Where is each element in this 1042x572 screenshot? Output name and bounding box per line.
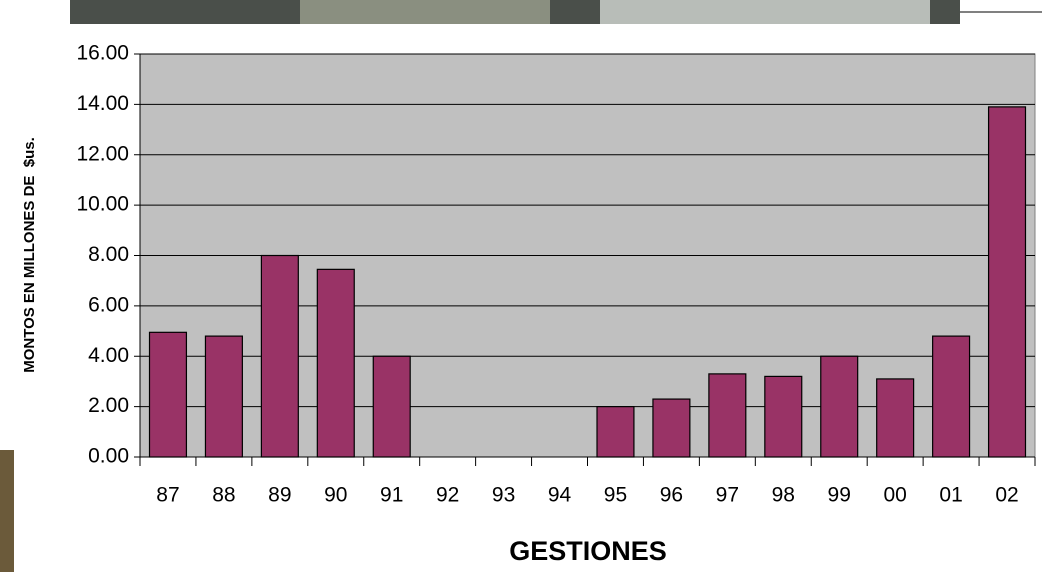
- x-tick-label: 91: [380, 484, 403, 507]
- x-tick-label: 92: [436, 484, 459, 507]
- x-tick-label: 95: [604, 484, 627, 507]
- bar: [987, 106, 1027, 458]
- bar: [932, 335, 971, 458]
- bar: [260, 254, 299, 458]
- x-tick-label: 02: [995, 484, 1018, 507]
- bar: [764, 375, 803, 458]
- x-tick-label: 99: [828, 484, 851, 507]
- x-tick-label: 96: [660, 484, 683, 507]
- bar: [596, 406, 635, 458]
- bar: [372, 355, 411, 458]
- x-tick-label: 89: [268, 484, 291, 507]
- y-tick-label: 10.00: [76, 193, 129, 216]
- x-tick-label: 00: [883, 484, 906, 507]
- bar: [708, 373, 747, 458]
- x-tick-label: 01: [939, 484, 962, 507]
- y-tick-label: 6.00: [88, 293, 129, 316]
- y-tick-label: 14.00: [76, 92, 129, 115]
- bar: [876, 378, 915, 458]
- x-tick-label: 87: [156, 484, 179, 507]
- y-tick-label: 2.00: [88, 394, 129, 417]
- bar: [820, 355, 859, 458]
- photo-strip-light: [300, 0, 550, 24]
- y-tick-label: 16.00: [76, 42, 129, 65]
- y-tick-label: 8.00: [88, 243, 129, 266]
- y-axis-title: MONTOS EN MILLONES DE $us.: [21, 137, 38, 373]
- y-tick-label: 12.00: [76, 142, 129, 165]
- bar: [204, 335, 243, 458]
- photo-edge: [0, 450, 14, 572]
- x-tick-label: 94: [548, 484, 572, 507]
- photo-strip-light: [600, 0, 930, 24]
- x-tick-label: 98: [772, 484, 795, 507]
- bar: [652, 398, 691, 458]
- y-tick-label: 0.00: [88, 445, 129, 468]
- x-tick-label: 90: [324, 484, 347, 507]
- x-tick-label: 97: [716, 484, 739, 507]
- x-tick-label: 93: [492, 484, 515, 507]
- x-tick-label: 88: [212, 484, 235, 507]
- y-tick-label: 4.00: [88, 344, 129, 367]
- x-axis-title: GESTIONES: [509, 536, 667, 566]
- bar: [148, 331, 188, 458]
- bar: [316, 268, 355, 458]
